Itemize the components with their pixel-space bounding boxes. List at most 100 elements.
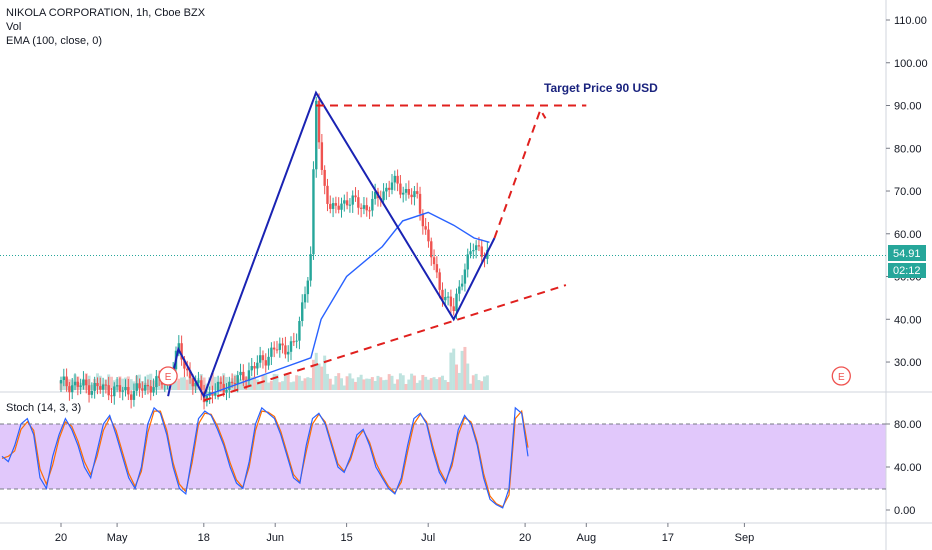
volume-bar [311, 359, 315, 390]
symbol-title[interactable]: NIKOLA CORPORATION, 1h, Cboe BZX [6, 7, 206, 19]
candle-body [460, 283, 464, 287]
volume-bar [376, 375, 380, 390]
volume-bar [438, 377, 442, 390]
volume-bar [202, 377, 206, 390]
time-tick-label: 20 [519, 532, 531, 544]
candle-body [228, 381, 231, 390]
candle-body [331, 203, 335, 209]
earnings-marker-icon[interactable] [158, 366, 178, 386]
volume-bar [440, 375, 444, 390]
candle-body [216, 381, 220, 392]
candle-body [359, 207, 363, 209]
volume-bar [255, 379, 259, 390]
candle-body [292, 341, 296, 343]
volume-bar [340, 378, 343, 390]
volume-bar [320, 366, 324, 390]
candle-body [233, 383, 237, 385]
candle-body [407, 189, 411, 195]
volume-bar [412, 375, 416, 390]
candle-body [421, 213, 425, 227]
candle-body [191, 378, 195, 387]
volume-bar [109, 376, 113, 390]
volume-bar [345, 376, 349, 390]
earnings-marker-label: E [838, 372, 845, 383]
harmonic-pattern-line[interactable] [167, 90, 496, 399]
stoch-d-line [1, 409, 529, 508]
volume-bar [275, 374, 279, 390]
candle-body [118, 385, 122, 392]
candle-body [365, 205, 368, 211]
volume-bar [466, 363, 470, 390]
candle-body [113, 386, 116, 397]
support-trend-line[interactable] [203, 284, 567, 402]
volume-bar [449, 352, 453, 390]
last-price-badge [888, 245, 926, 261]
target-price-label[interactable]: Target Price 90 USD [544, 81, 658, 95]
candle-body [146, 384, 150, 387]
candle-body [477, 245, 481, 247]
candle-body [62, 376, 66, 380]
time-axis[interactable]: 20 May 18 Jun 15 Jul 20 Aug 17 Sep [55, 523, 754, 544]
volume-bar [382, 380, 386, 390]
volume-legend[interactable]: Vol [6, 21, 22, 33]
volume-bar [485, 375, 489, 390]
candle-body [466, 254, 469, 270]
stoch-tick-label: 40.00 [894, 462, 922, 474]
candle-body [449, 296, 453, 307]
volume-bar [460, 350, 464, 390]
legend: NIKOLA CORPORATION, 1h, Cboe BZX Vol EMA… [6, 6, 205, 48]
volume-bar [429, 378, 433, 390]
candle-body [348, 204, 352, 206]
volume-bar [432, 377, 436, 390]
candle-body [99, 386, 102, 390]
candle-body [197, 380, 200, 383]
candle-body [256, 362, 259, 369]
price-tick-label: 90.00 [894, 101, 922, 113]
stoch-legend[interactable]: Stoch (14, 3, 3) [6, 402, 82, 414]
candle-body [200, 380, 203, 392]
candle-body [250, 366, 253, 371]
volume-bar [258, 381, 262, 390]
candle-body [289, 341, 293, 352]
volume-bar [393, 383, 397, 390]
candle-body [343, 200, 346, 204]
candle-body [320, 142, 324, 170]
earnings-marker-icon[interactable] [831, 366, 851, 386]
candle-body [275, 349, 279, 351]
price-axis[interactable]: 110.00100.0090.0080.0070.0060.0050.0040.… [886, 15, 928, 369]
volume-bar [410, 373, 414, 390]
countdown-value: 02:12 [893, 265, 921, 277]
volume-bar [331, 384, 335, 390]
candle-body [90, 390, 94, 395]
candle-body [188, 370, 192, 379]
candle-body [59, 379, 63, 384]
price-tick-label: 100.00 [894, 58, 928, 70]
candle-body [124, 387, 127, 391]
volume-bar [483, 376, 487, 390]
volume-bar [435, 379, 439, 390]
candle-body [303, 294, 307, 303]
earnings-marker-label: E [165, 372, 172, 383]
candle-body [430, 241, 433, 258]
candle-body [452, 306, 455, 312]
ema-legend[interactable]: EMA (100, close, 0) [6, 35, 102, 47]
candle-body [270, 347, 273, 357]
candle-body [107, 385, 110, 396]
volume-bar [463, 346, 467, 390]
candle-body [177, 343, 181, 351]
candle-body [345, 200, 349, 206]
stoch-axis[interactable]: 80.00 40.00 0.00 [886, 419, 922, 517]
volume-bar [283, 374, 287, 390]
candle-body [239, 371, 242, 376]
candle-body [152, 387, 155, 393]
candle-body [127, 387, 130, 395]
price-tick-label: 40.00 [894, 314, 922, 326]
candle-body [261, 355, 265, 361]
candle-body [65, 376, 68, 387]
main-pane[interactable] [0, 0, 886, 392]
candle-body [474, 245, 478, 251]
candle-body [424, 226, 427, 230]
volume-bar [356, 377, 360, 390]
projection-arrow-line[interactable] [493, 107, 547, 239]
candle-body [315, 100, 318, 170]
